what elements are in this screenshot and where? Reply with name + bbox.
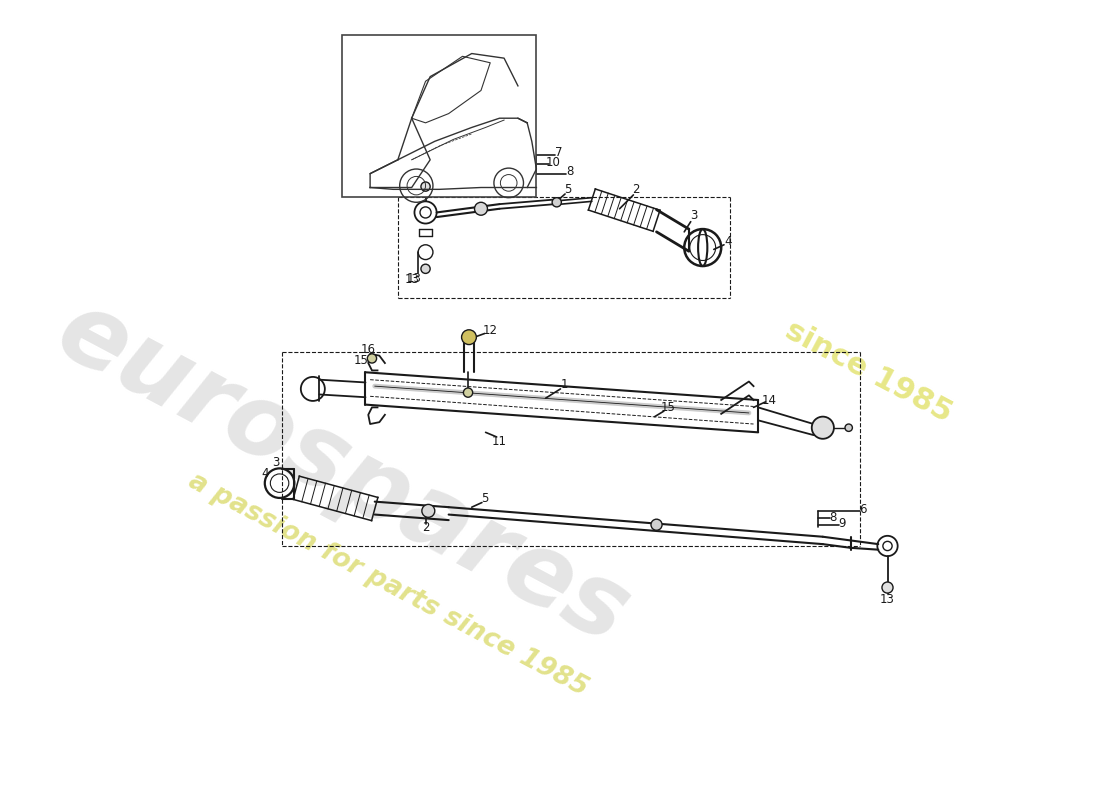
Text: 9: 9 (838, 518, 846, 530)
Text: 5: 5 (564, 183, 572, 196)
Text: 3: 3 (272, 456, 279, 470)
Text: 11: 11 (492, 435, 507, 448)
Circle shape (421, 264, 430, 274)
Text: eurospares: eurospares (41, 282, 645, 666)
Text: 4: 4 (261, 467, 268, 481)
Text: 13: 13 (407, 271, 422, 285)
Text: 8: 8 (829, 511, 837, 524)
Text: 16: 16 (361, 342, 376, 356)
Text: 15: 15 (660, 401, 675, 414)
Text: 2: 2 (421, 521, 429, 534)
Text: since 1985: since 1985 (781, 316, 957, 429)
Bar (342, 35, 537, 197)
Circle shape (882, 582, 893, 593)
Circle shape (422, 505, 435, 518)
Circle shape (845, 424, 853, 431)
Text: 13: 13 (405, 274, 419, 286)
Circle shape (651, 519, 662, 530)
Text: 10: 10 (546, 156, 561, 169)
Circle shape (462, 330, 476, 345)
Circle shape (421, 182, 430, 191)
Text: 6: 6 (859, 502, 867, 515)
Text: 15: 15 (353, 354, 369, 366)
Circle shape (474, 202, 487, 215)
Text: a passion for parts since 1985: a passion for parts since 1985 (185, 468, 593, 702)
Text: 12: 12 (483, 324, 497, 338)
Text: 4: 4 (725, 234, 733, 247)
Text: 14: 14 (761, 394, 777, 406)
Circle shape (812, 417, 834, 439)
Circle shape (463, 388, 473, 398)
Text: 1: 1 (560, 378, 568, 390)
Text: 13: 13 (880, 593, 895, 606)
Text: 7: 7 (554, 146, 562, 159)
Text: 2: 2 (632, 183, 640, 196)
Text: 3: 3 (690, 209, 697, 222)
Circle shape (552, 198, 561, 207)
Circle shape (367, 354, 376, 363)
Text: 8: 8 (566, 166, 573, 178)
Text: 5: 5 (481, 492, 488, 506)
